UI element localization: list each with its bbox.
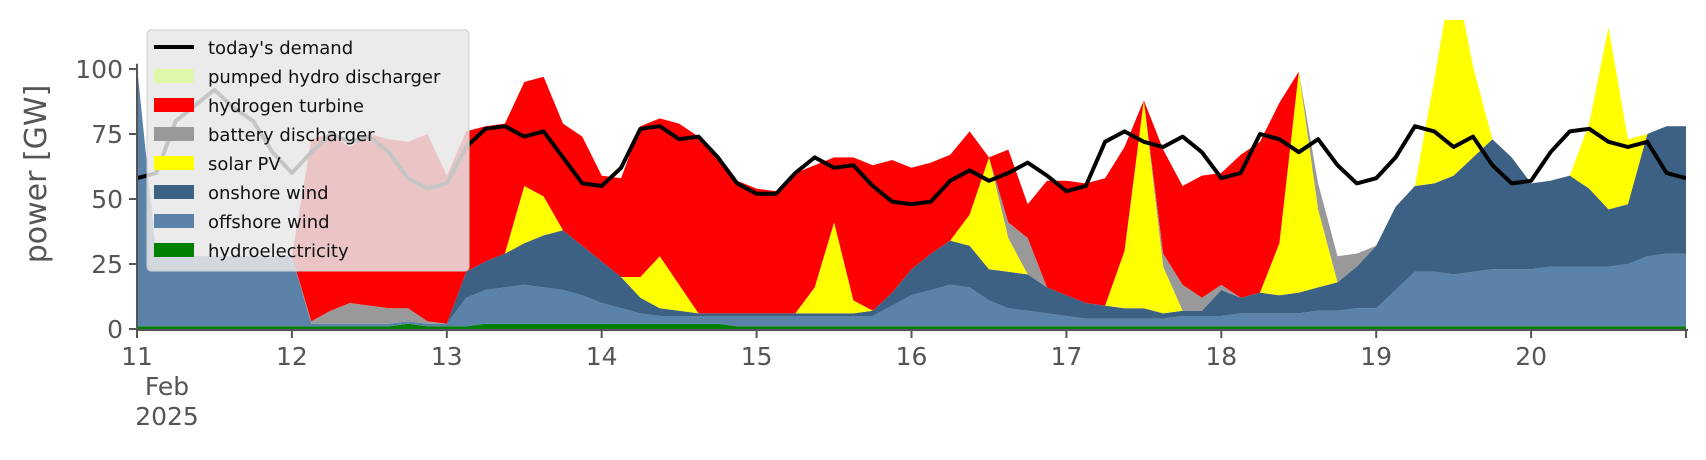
x-tick-label: 12	[276, 342, 308, 371]
y-tick-label: 25	[91, 250, 123, 279]
x-tick-month-label: Feb	[145, 372, 189, 401]
area-offshore-wind	[137, 66, 1686, 327]
legend-color-swatch	[154, 127, 194, 141]
x-tick-label: 20	[1515, 342, 1547, 371]
legend-color-swatch	[154, 156, 194, 170]
y-tick-label: 0	[107, 315, 123, 344]
legend-label: onshore wind	[208, 183, 329, 204]
legend-color-swatch	[154, 214, 194, 228]
legend-label: hydroelectricity	[208, 241, 349, 262]
area-series-group	[137, 20, 1686, 329]
legend-color-swatch	[154, 243, 194, 257]
legend-color-swatch	[154, 98, 194, 112]
x-tick-label: 16	[896, 342, 928, 371]
legend-label: today's demand	[208, 38, 353, 59]
area-hydrogen-turbine	[137, 20, 1686, 324]
legend: today's demand pumped hydro discharger hyd…	[146, 29, 470, 272]
legend-label: solar PV	[208, 154, 281, 175]
legend-label: battery discharger	[208, 125, 375, 146]
legend-label: hydrogen turbine	[208, 96, 364, 117]
x-tick-label: 17	[1050, 342, 1082, 371]
x-tick-label: 14	[586, 342, 618, 371]
legend-box	[146, 29, 470, 272]
y-tick-label: 50	[91, 185, 123, 214]
legend-color-swatch	[154, 185, 194, 199]
legend-color-swatch	[154, 69, 194, 83]
legend-label: offshore wind	[208, 212, 330, 233]
y-tick-label: 75	[91, 120, 123, 149]
x-tick-label: 18	[1205, 342, 1237, 371]
y-tick-label: 100	[75, 55, 123, 84]
y-axis-title: power [GW]	[19, 85, 54, 264]
legend-label: pumped hydro discharger	[208, 67, 441, 88]
x-tick-label: 13	[431, 342, 463, 371]
area-onshore-wind	[137, 66, 1686, 324]
x-tick-label: 11	[121, 342, 153, 371]
x-tick-label: 15	[741, 342, 773, 371]
x-tick-label: 19	[1360, 342, 1392, 371]
area-solar-pv	[137, 20, 1686, 324]
x-tick-year-label: 2025	[135, 402, 199, 431]
